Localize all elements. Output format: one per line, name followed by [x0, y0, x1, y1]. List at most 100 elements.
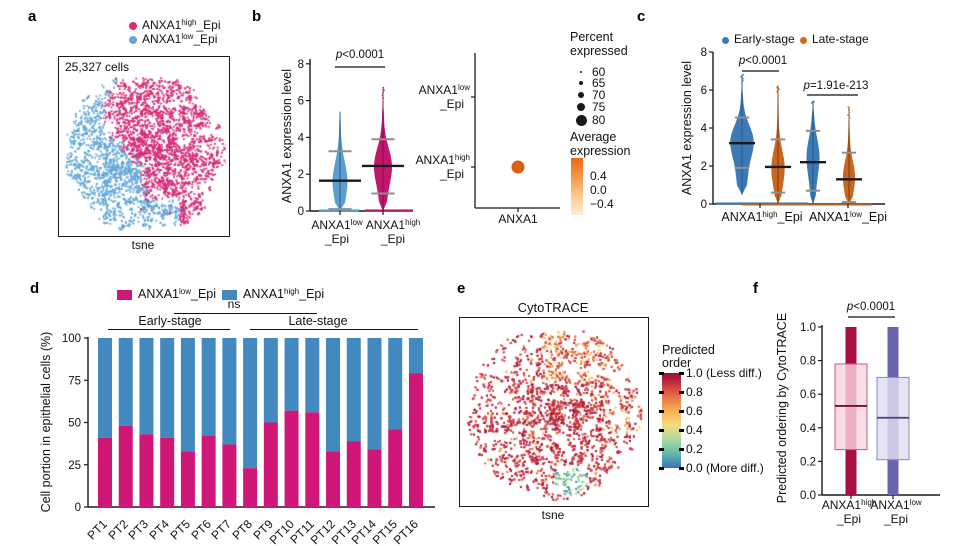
tsne-canvas-a — [59, 57, 226, 233]
bar-high-segment — [222, 338, 237, 445]
colorbar-tick-mark — [679, 410, 684, 413]
panel-a-label: a — [28, 8, 37, 25]
bar-high-segment — [305, 338, 320, 413]
colorbar-tick-label: 0.6 — [686, 404, 703, 418]
bar-low-segment — [98, 437, 112, 507]
percent-size-label: 70 — [592, 88, 606, 102]
y-tick-label: 0 — [298, 206, 304, 218]
panel-b-label: b — [252, 8, 262, 25]
bar-high-segment — [388, 338, 403, 430]
bar-low-segment — [180, 451, 195, 507]
d-ns-label: ns — [227, 297, 241, 311]
percent-size-dot-icon — [578, 80, 584, 86]
c-category-low: ANXA1low_Epi — [808, 210, 888, 224]
avg-tick-00: 0.0 — [590, 183, 607, 197]
y-tick-label: 8 — [701, 47, 707, 59]
y-tick-label: 25 — [68, 460, 81, 472]
d-stacked-bar-chart: 0 25 50 75 100 — [62, 333, 435, 514]
percent-size-dot-icon — [579, 70, 583, 74]
colorbar-tick-mark — [659, 429, 664, 432]
avg-legend-title-2: expression — [570, 144, 631, 158]
y-tick-label: 1.0 — [800, 322, 816, 334]
e-title: CytoTRACE — [517, 300, 589, 315]
outlier-dot — [381, 94, 384, 97]
bar-low-segment — [326, 451, 341, 507]
percent-size-dot-icon — [576, 102, 586, 112]
y-tick-label: 6 — [701, 85, 707, 97]
dotplot-row-low: ANXA1low _Epi — [418, 83, 470, 112]
f-category-low: ANXA1low _Epi — [870, 498, 922, 527]
blue-dot-icon — [722, 37, 729, 44]
y-tick-label: 4 — [701, 123, 708, 135]
percent-legend-title-1: Percent — [570, 30, 614, 44]
zero-strip-high — [365, 209, 413, 212]
c-p-value-2: p=1.91e-213 — [803, 80, 869, 92]
zero-strip-low — [319, 209, 359, 212]
bar-low-segment — [305, 412, 320, 507]
panel-a-legend-high: ANXA1high_Epi — [129, 18, 221, 32]
legend-label-high: ANXA1high_Epi — [142, 18, 221, 32]
zero-strip-blue — [716, 202, 808, 205]
avg-expression-colorbar — [571, 158, 583, 215]
percent-size-label: 65 — [592, 76, 606, 90]
avg-legend-title-1: Average — [570, 130, 617, 144]
d-legend-low: ANXA1low_Epi — [138, 287, 217, 301]
outlier-dot — [847, 106, 850, 108]
outlier-dot — [741, 77, 744, 80]
percent-size-label: 75 — [592, 100, 606, 114]
percent-legend-title-2: expressed — [570, 44, 628, 58]
bar-low-segment — [160, 437, 175, 507]
colorbar-tick-label: 0.8 — [686, 385, 703, 399]
colorbar-tick-mark — [679, 372, 684, 375]
d-early-stage-label: Early-stage — [138, 314, 202, 328]
bar-high-segment — [326, 338, 341, 452]
colorbar-tick-label: 1.0 (Less diff.) — [686, 366, 762, 380]
outlier-dot — [847, 114, 850, 116]
tsne-plot-a: 25,327 cells — [58, 56, 230, 237]
tsne-caption-e: tsne — [541, 508, 565, 522]
outlier-dot — [382, 86, 385, 89]
outlier-dot — [740, 75, 743, 78]
bar-high-segment — [118, 338, 133, 426]
d-ns-bracket — [174, 313, 317, 314]
c-p-value-1: p<0.0001 — [738, 55, 788, 67]
bar-high-segment — [160, 338, 175, 438]
outlier-dot — [848, 116, 851, 119]
zero-strip-orange — [742, 203, 872, 206]
magenta-swatch-icon — [117, 290, 132, 300]
bar-high-segment — [367, 338, 382, 450]
y-tick-label: 0 — [701, 199, 707, 211]
pink-dot-icon — [129, 22, 137, 30]
blue-swatch-icon — [222, 290, 237, 300]
bar-high-segment — [408, 338, 423, 374]
d-late-stage-bracket — [250, 329, 418, 330]
percent-size-label: 80 — [592, 113, 606, 127]
y-tick-label: 0.0 — [800, 490, 816, 502]
y-tick-label: 2 — [701, 161, 707, 173]
y-tick-label: 100 — [62, 333, 81, 345]
y-tick-label: 0 — [75, 502, 81, 514]
colorbar-tick-mark — [659, 410, 664, 413]
y-tick-label: 0.6 — [800, 389, 816, 401]
cell-count: 25,327 cells — [65, 60, 130, 74]
d-late-stage-label: Late-stage — [288, 314, 348, 328]
b-y-axis-label: ANXA1 expression level — [280, 68, 294, 204]
colorbar-tick-mark — [659, 448, 664, 451]
b-category-high: ANXA1high _Epi — [365, 218, 421, 247]
e-colorbar-title-2: order — [662, 356, 692, 370]
bar-low-segment — [139, 434, 154, 507]
y-tick-label: 0.4 — [800, 423, 817, 435]
dotplot-row-high: ANXA1high _Epi — [415, 153, 470, 182]
b-p-value: p<0.0001 — [335, 49, 385, 61]
colorbar-tick-label: 0.4 — [686, 423, 703, 437]
outlier-dot — [741, 81, 743, 84]
bar-high-segment — [139, 338, 154, 435]
colorbar-tick-mark — [659, 372, 664, 375]
colorbar-tick-mark — [679, 467, 684, 470]
avg-tick-04: 0.4 — [590, 169, 607, 183]
avg-tick-neg04: −0.4 — [590, 197, 614, 211]
c-violin-chart: 0 2 4 6 8 — [701, 47, 885, 211]
y-tick-label: 6 — [298, 96, 304, 108]
outlier-dot — [848, 108, 850, 111]
